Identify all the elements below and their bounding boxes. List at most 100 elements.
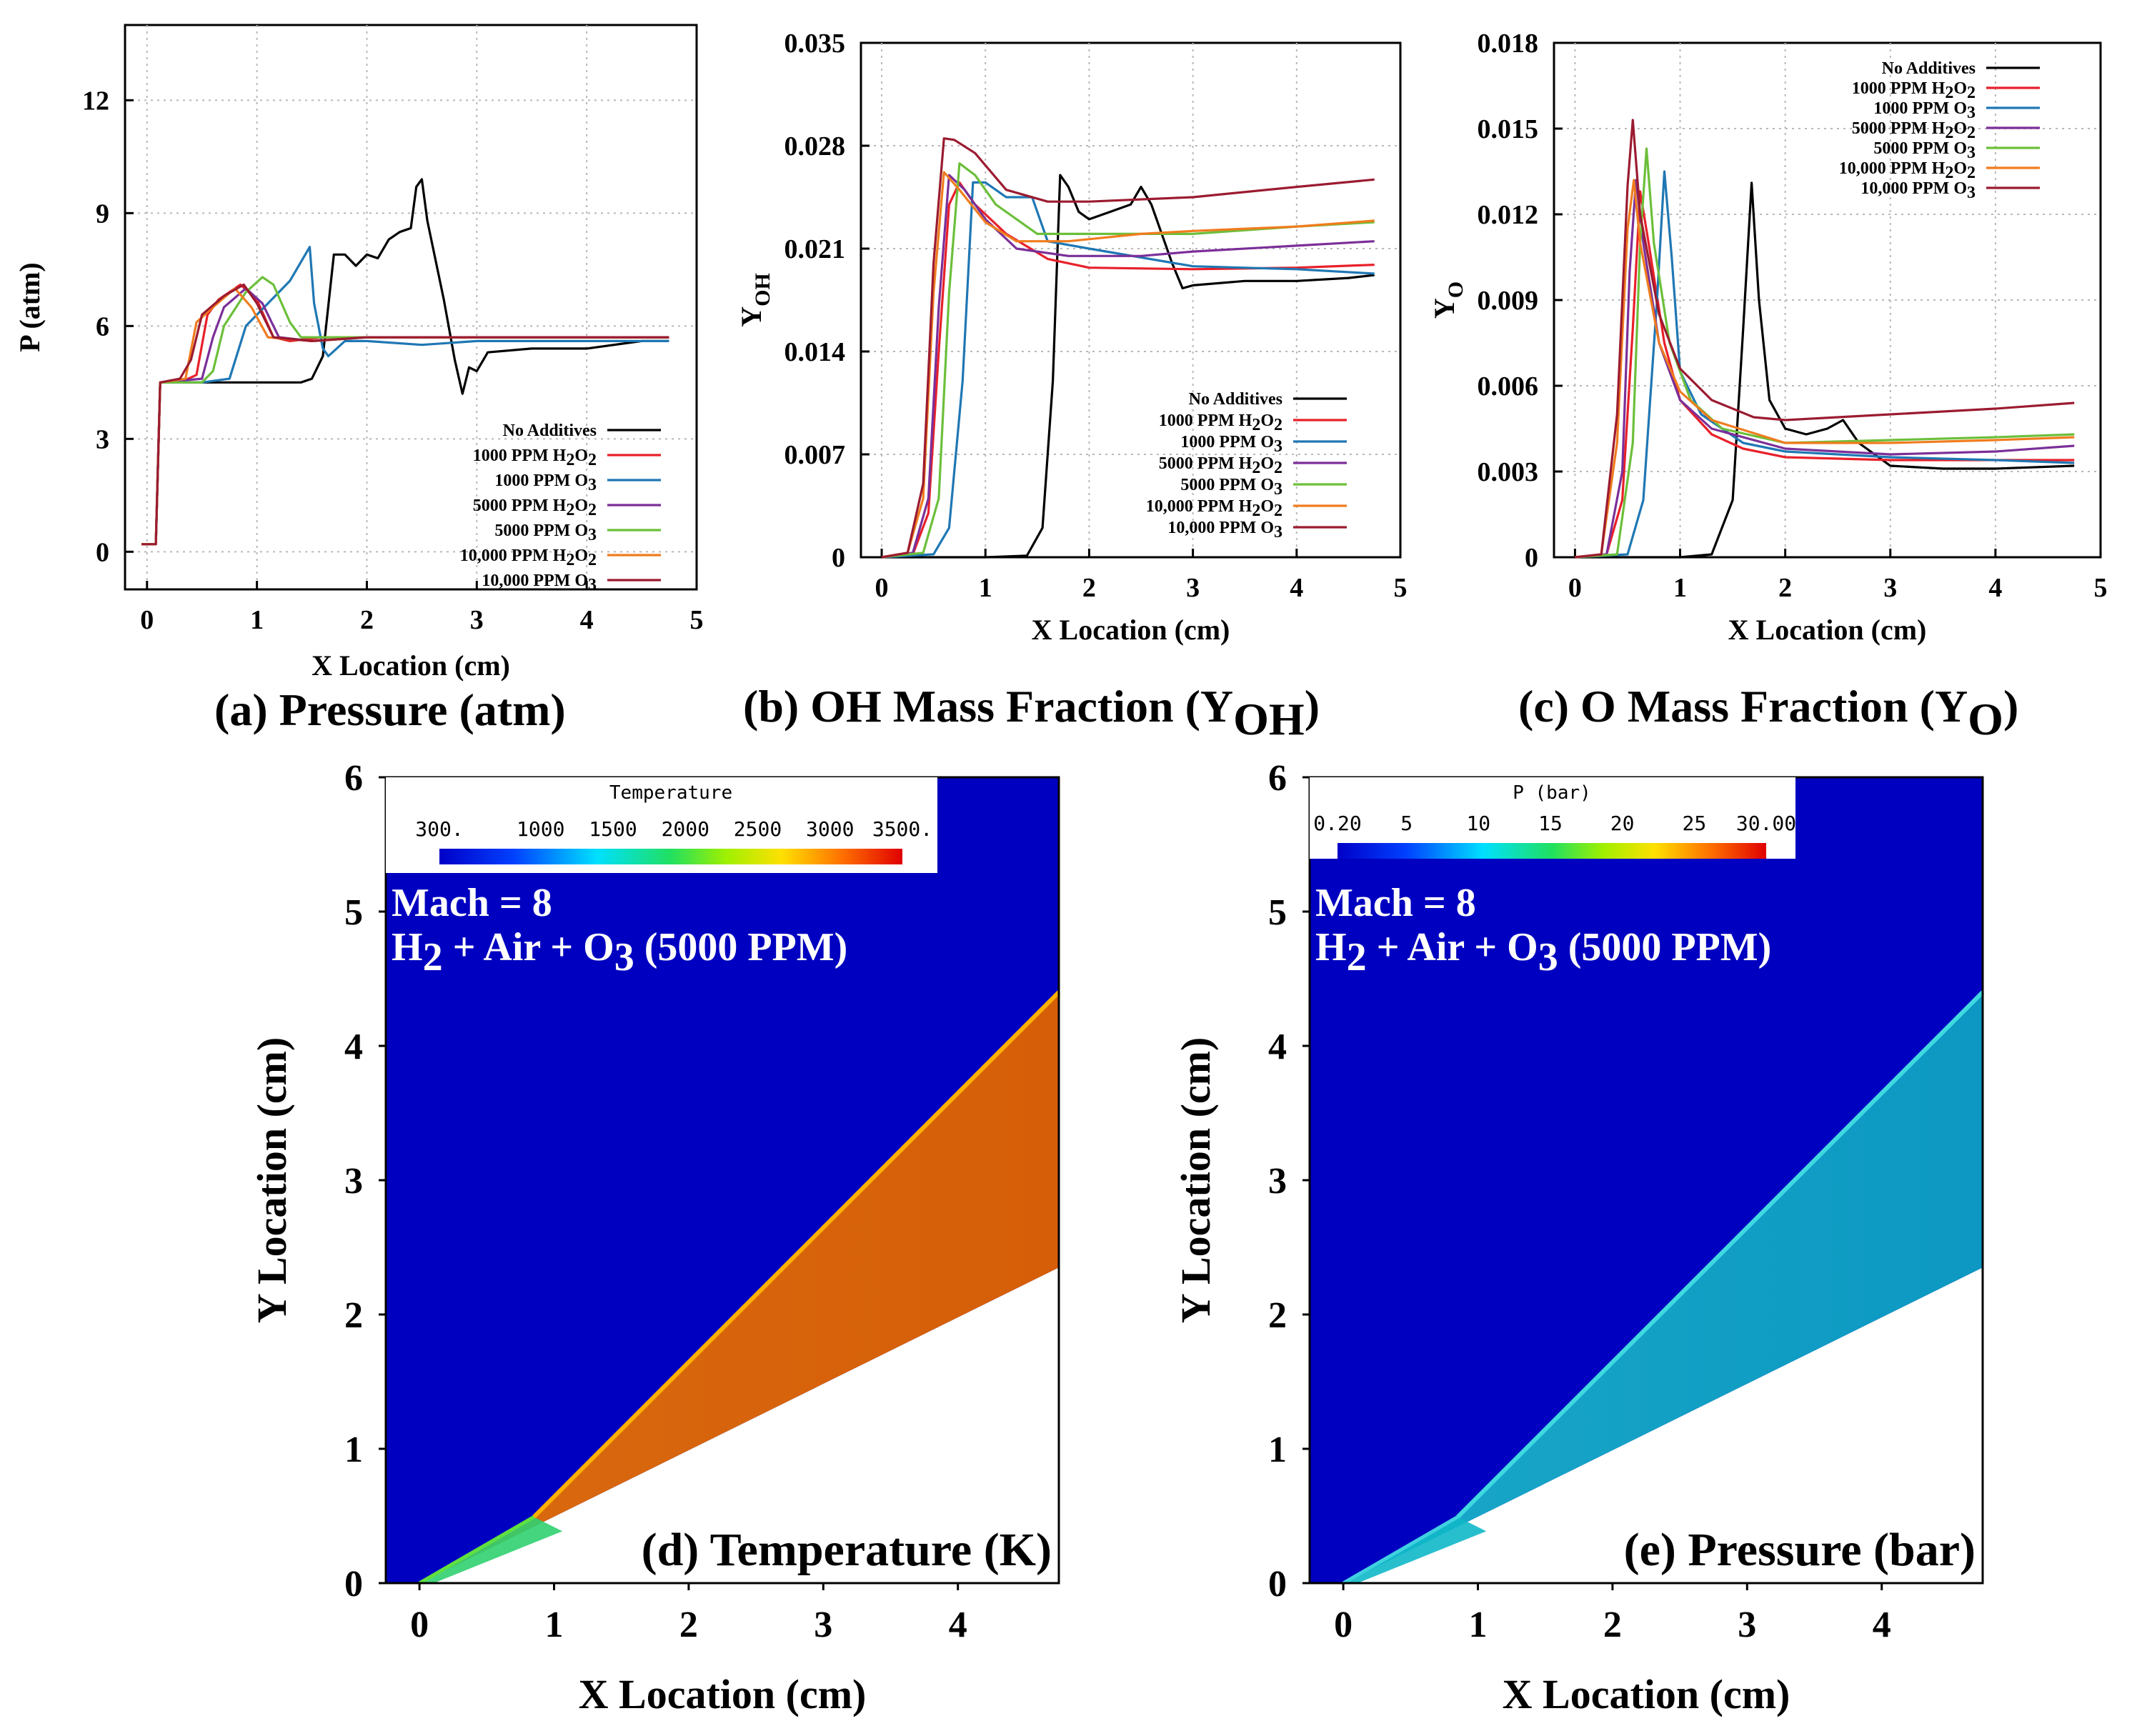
series-line [141, 246, 669, 546]
x-tick-label: 1 [1673, 573, 1687, 603]
x-tick-label: 3 [1186, 573, 1200, 603]
colorbar-gradient [1338, 843, 1766, 859]
legend-label: No Additives [1189, 390, 1282, 409]
legend-label: 10,000 PPM H2O2 [460, 547, 597, 569]
y-label-sub: O [1444, 281, 1468, 298]
caption-c-text: (c) O Mass Fraction (Y [1518, 681, 1968, 732]
legend-label: No Additives [1882, 59, 1976, 78]
x-axis-label: X Location (cm) [1728, 614, 1927, 646]
oblique-shock [418, 1515, 535, 1585]
legend-label: 5000 PPM O3 [1180, 476, 1282, 499]
caption-b-close: ) [1305, 681, 1320, 732]
y-tick-label: 0.014 [784, 337, 846, 367]
colorbar-tick-label: 30.00 [1736, 812, 1796, 835]
series-line [1575, 147, 2075, 559]
post-shock-region [419, 992, 1059, 1583]
panel-caption: (e) Pressure (bar) [1624, 1524, 1976, 1576]
y-tick-label: 0.003 [1478, 457, 1539, 487]
colorbar-tick-label: 2000 [662, 817, 709, 841]
series-line [1575, 119, 2075, 559]
legend-label: 1000 PPM O3 [1180, 433, 1282, 456]
x-tick-label: 3 [814, 1605, 832, 1645]
x-tick-label: 2 [679, 1605, 698, 1645]
y-tick-label: 0.012 [1478, 200, 1539, 230]
colorbar-tick-label: 15 [1538, 812, 1563, 835]
x-tick-label: 2 [1082, 573, 1096, 603]
legend-label: 10,000 PPM H2O2 [1146, 497, 1282, 520]
x-tick-label: 0 [1334, 1605, 1353, 1645]
colorbar-tick-label: 5 [1400, 812, 1413, 835]
colorbar-tick-label: 2500 [734, 817, 782, 841]
x-tick-label: 5 [690, 605, 704, 635]
x-tick-label: 2 [360, 605, 374, 635]
legend-label: 5000 PPM H2O2 [473, 497, 597, 519]
x-tick-label: 3 [1738, 1605, 1756, 1645]
x-axis-label: X Location (cm) [579, 1671, 867, 1717]
x-tick-label: 3 [1883, 573, 1897, 603]
x-tick-label: 1 [1469, 1605, 1488, 1645]
plot-frame [860, 41, 1402, 559]
x-tick-label: 0 [410, 1605, 429, 1645]
shock-front [1456, 990, 1985, 1519]
x-tick-label: 0 [140, 605, 154, 635]
caption-c-sub: O [1968, 694, 2003, 744]
oblique-shock [1342, 1515, 1459, 1585]
legend-label: No Additives [503, 421, 597, 440]
legend-label: 10,000 PPM H2O2 [1839, 159, 1976, 182]
x-tick-label: 5 [1394, 573, 1408, 603]
series-line [881, 181, 1375, 559]
colorbar-gradient [439, 849, 902, 864]
x-axis-label: X Location (cm) [1032, 614, 1230, 646]
y-tick-label: 0 [832, 543, 845, 573]
y-tick-label: 9 [96, 199, 109, 229]
y-tick-label: 5 [344, 892, 363, 933]
series-line [881, 171, 1375, 559]
y-tick-label: 0.006 [1478, 371, 1539, 401]
colorbar-tick-label: 25 [1682, 812, 1706, 835]
series-line [141, 283, 669, 546]
legend-label: 5000 PPM O3 [1873, 139, 1976, 162]
y-tick-label: 5 [1268, 892, 1287, 933]
y-tick-label: 3 [344, 1161, 363, 1202]
y-tick-label: 0.009 [1478, 286, 1539, 316]
y-tick-label: 0 [96, 537, 109, 567]
x-tick-label: 0 [875, 573, 889, 603]
caption-a: (a) Pressure (atm) [214, 684, 566, 735]
y-tick-label: 0.021 [784, 234, 846, 264]
y-label-sub: OH [751, 273, 774, 306]
x-tick-label: 4 [949, 1605, 967, 1645]
y-axis-label: YO [1428, 281, 1468, 319]
x-tick-label: 4 [1290, 573, 1303, 603]
colorbar-tick-label: 0.20 [1313, 812, 1361, 835]
series-line [1575, 181, 2075, 559]
y-axis-label: Y Location (cm) [249, 1037, 295, 1324]
y-tick-label: 3 [1268, 1161, 1287, 1202]
legend-label: 1000 PPM O3 [494, 472, 597, 494]
legend-label: 10,000 PPM O3 [1860, 179, 1976, 202]
x-tick-label: 4 [580, 605, 594, 635]
colorbar-tick-label: 1500 [589, 817, 637, 841]
y-tick-label: 0 [1525, 543, 1538, 573]
legend-label: 10,000 PPM O3 [1167, 519, 1282, 542]
panel-b-oh-chart: 0 1 2 3 4 5 0 0.007 0.014 0.021 0.028 0.035 X Locati… [735, 29, 1408, 646]
legend-label: 5000 PPM H2O2 [1852, 119, 1976, 142]
y-tick-label: 4 [1268, 1027, 1287, 1067]
x-axis-label: X Location (cm) [1503, 1671, 1790, 1717]
caption-b-sub: OH [1233, 694, 1305, 744]
y-tick-label: 1 [1268, 1430, 1287, 1470]
y-tick-label: 3 [96, 424, 109, 454]
caption-c-close: ) [2003, 681, 2018, 732]
legend-label: 1000 PPM H2O2 [1159, 411, 1282, 434]
y-tick-label: 0.007 [784, 440, 846, 470]
mixture-label: H2 + Air + O3 (5000 PPM) [392, 925, 847, 979]
colorbar-tick-label: 10 [1466, 812, 1490, 835]
shock-front [532, 990, 1061, 1519]
y-tick-label: 0 [1268, 1564, 1287, 1605]
series-line [881, 162, 1375, 559]
y-tick-label: 0 [344, 1564, 363, 1605]
colorbar-tick-label: 300. [415, 817, 463, 841]
caption-c: (c) O Mass Fraction (YO) [1518, 681, 2018, 744]
